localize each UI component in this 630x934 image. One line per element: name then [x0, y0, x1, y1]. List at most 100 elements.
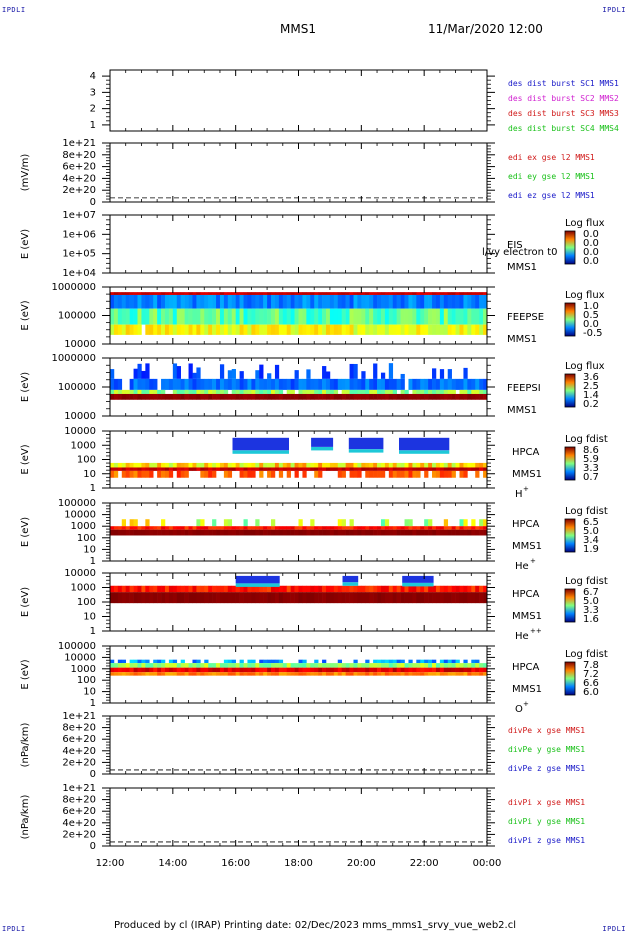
- spectrogram-cell: [361, 308, 366, 325]
- y-tick-label: 6e+20: [62, 162, 96, 173]
- spectrogram-cell: [161, 467, 166, 471]
- spectrogram-cell: [274, 529, 280, 536]
- spectrogram-cell: [298, 672, 303, 676]
- spectrogram-cell: [180, 389, 185, 394]
- spectrogram-cell: [392, 659, 397, 664]
- spectrogram-cell: [467, 294, 472, 309]
- spectrogram-cell: [164, 467, 170, 471]
- spectrogram-cell: [184, 470, 189, 478]
- spectrogram-cell: [243, 389, 248, 394]
- spectrogram-cell: [408, 672, 413, 676]
- spectrogram-cell: [290, 672, 295, 676]
- spectrogram-cell: [451, 585, 456, 593]
- spectrogram-cell: [227, 470, 233, 478]
- spectrogram-cell: [306, 369, 311, 379]
- colorbar-tick-label: 8.6: [583, 445, 599, 456]
- spectrogram-cell: [306, 672, 311, 676]
- spectrogram-cell: [483, 292, 488, 295]
- spectrogram-cell: [325, 308, 331, 325]
- spectrogram-cell: [227, 292, 233, 295]
- spectrogram-cell: [428, 672, 433, 676]
- spectrogram-cell: [345, 292, 350, 295]
- spectrogram-cell: [294, 663, 299, 668]
- spectrogram-cell: [357, 526, 362, 530]
- spectrogram-cell: [447, 294, 452, 309]
- spectrogram-cell: [188, 462, 193, 468]
- spectrogram-cell: [408, 294, 413, 309]
- spectrogram-cell: [282, 672, 288, 676]
- spectrogram-cell: [145, 389, 150, 394]
- spectrogram-cell: [428, 308, 433, 325]
- spectrogram-cell: [216, 526, 221, 530]
- spectrogram-cell: [443, 529, 449, 536]
- spectrogram-cell: [188, 667, 193, 673]
- y-tick-label: 100: [77, 675, 96, 686]
- spectrogram-cell: [145, 294, 150, 309]
- spectrogram-cell: [463, 592, 468, 604]
- spectrogram-cell: [141, 470, 146, 478]
- spectrogram-cell: [400, 393, 405, 400]
- spectrogram-cell: [404, 529, 409, 536]
- spectrogram-cell: [172, 667, 178, 673]
- spectrogram-cell: [420, 308, 425, 325]
- spectrogram-cell: [196, 462, 201, 468]
- panel-frame: [109, 715, 488, 775]
- spectrogram-cell: [153, 585, 158, 593]
- spectrogram-cell: [180, 393, 185, 400]
- y-tick-label: 1000: [71, 440, 96, 451]
- spectrogram-cell: [227, 393, 233, 400]
- spectrogram-cell: [110, 393, 115, 400]
- spectrogram-cell: [337, 663, 342, 668]
- spectrogram-cell: [227, 667, 233, 673]
- spectrogram-cell: [121, 324, 127, 335]
- spectrogram-cell: [227, 526, 233, 530]
- spectrogram-cell: [369, 294, 374, 309]
- spectrogram-cell: [278, 324, 284, 335]
- spectrogram-cell: [302, 467, 307, 471]
- spectrogram-cell: [125, 294, 130, 309]
- spectrogram-cell: [353, 585, 358, 593]
- spectrogram-cell: [294, 467, 299, 471]
- spectrogram-cell: [337, 592, 342, 604]
- spacecraft-label: MMS1: [512, 541, 542, 552]
- spectrogram-cell: [302, 324, 307, 335]
- spectrogram-cell: [196, 667, 201, 673]
- spectrogram-cell: [255, 308, 260, 325]
- spectrogram-cell: [278, 672, 284, 676]
- colorbar-tick-label: 6.5: [583, 517, 599, 528]
- instrument-label: FEEPSI: [507, 383, 541, 394]
- spectrogram-cell: [400, 373, 405, 379]
- y-tick-label: 1: [90, 626, 96, 637]
- spectrogram-cell: [302, 393, 307, 400]
- spectrogram-cell: [463, 585, 468, 593]
- spectrogram-cell: [239, 389, 244, 394]
- spectrogram-cell: [365, 467, 370, 471]
- spectrogram-cell: [137, 462, 142, 468]
- spectrogram-cell: [408, 462, 413, 468]
- spectrogram-cell: [247, 324, 252, 335]
- spectrogram-cell: [271, 294, 276, 309]
- legend-entry: divPi z gse MMS1: [508, 836, 585, 845]
- spectrogram-cell: [412, 462, 417, 468]
- spectrogram-cell: [168, 526, 174, 530]
- spectrogram-cell: [333, 462, 339, 468]
- spectrogram-cell: [310, 585, 315, 593]
- spectrogram-cell: [420, 526, 425, 530]
- spectrogram-cell: [113, 672, 119, 676]
- spectrogram-cell: [306, 292, 311, 295]
- spectrogram-cell: [404, 462, 409, 468]
- spectrogram-cell: [149, 308, 154, 325]
- spectrogram-cell: [157, 667, 162, 673]
- spectrogram-cell: [219, 389, 225, 394]
- spectrogram-cell: [396, 663, 401, 668]
- colorbar: [564, 446, 576, 481]
- spectrogram-cell: [443, 308, 449, 325]
- spectrogram-cell: [176, 462, 181, 468]
- spectrogram-cell: [451, 659, 456, 664]
- spectrogram-cell: [141, 370, 146, 379]
- spectrogram-cell: [459, 467, 464, 471]
- spectrogram-cell: [475, 462, 480, 468]
- spectrogram-cell: [412, 592, 417, 604]
- spectrogram-cell: [408, 659, 413, 664]
- spectrogram-cell: [157, 292, 162, 295]
